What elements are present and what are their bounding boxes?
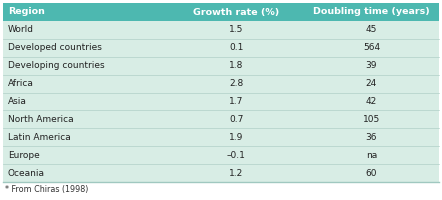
Bar xyxy=(3,3,439,21)
Text: Asia: Asia xyxy=(8,97,27,106)
Text: Developing countries: Developing countries xyxy=(8,61,105,70)
Text: 0.1: 0.1 xyxy=(229,43,244,52)
Bar xyxy=(3,128,439,146)
Text: 36: 36 xyxy=(366,133,377,142)
Bar xyxy=(3,93,439,110)
Text: 1.5: 1.5 xyxy=(229,25,244,34)
Text: 0.7: 0.7 xyxy=(229,115,244,124)
Text: North America: North America xyxy=(8,115,74,124)
Text: Doubling time (years): Doubling time (years) xyxy=(313,7,430,17)
Text: 39: 39 xyxy=(366,61,377,70)
Bar xyxy=(3,164,439,182)
Text: Oceania: Oceania xyxy=(8,169,45,178)
Text: 2.8: 2.8 xyxy=(229,79,244,88)
Text: 564: 564 xyxy=(363,43,380,52)
Text: 1.2: 1.2 xyxy=(229,169,244,178)
Bar xyxy=(3,39,439,57)
Text: Developed countries: Developed countries xyxy=(8,43,102,52)
Text: World: World xyxy=(8,25,34,34)
Text: na: na xyxy=(366,151,377,160)
Bar xyxy=(3,57,439,75)
Text: 1.8: 1.8 xyxy=(229,61,244,70)
Text: Europe: Europe xyxy=(8,151,40,160)
Text: 24: 24 xyxy=(366,79,377,88)
Bar xyxy=(3,146,439,164)
Text: 60: 60 xyxy=(366,169,377,178)
Text: Latin America: Latin America xyxy=(8,133,71,142)
Text: Region: Region xyxy=(8,7,45,17)
Text: Africa: Africa xyxy=(8,79,34,88)
Bar xyxy=(3,110,439,128)
Text: 42: 42 xyxy=(366,97,377,106)
Text: 105: 105 xyxy=(363,115,380,124)
Text: 1.7: 1.7 xyxy=(229,97,244,106)
Text: –0.1: –0.1 xyxy=(227,151,246,160)
Bar xyxy=(3,75,439,93)
Text: 1.9: 1.9 xyxy=(229,133,244,142)
Text: * From Chiras (1998): * From Chiras (1998) xyxy=(5,185,88,194)
Bar xyxy=(3,21,439,39)
Text: 45: 45 xyxy=(366,25,377,34)
Text: Growth rate (%): Growth rate (%) xyxy=(193,7,279,17)
